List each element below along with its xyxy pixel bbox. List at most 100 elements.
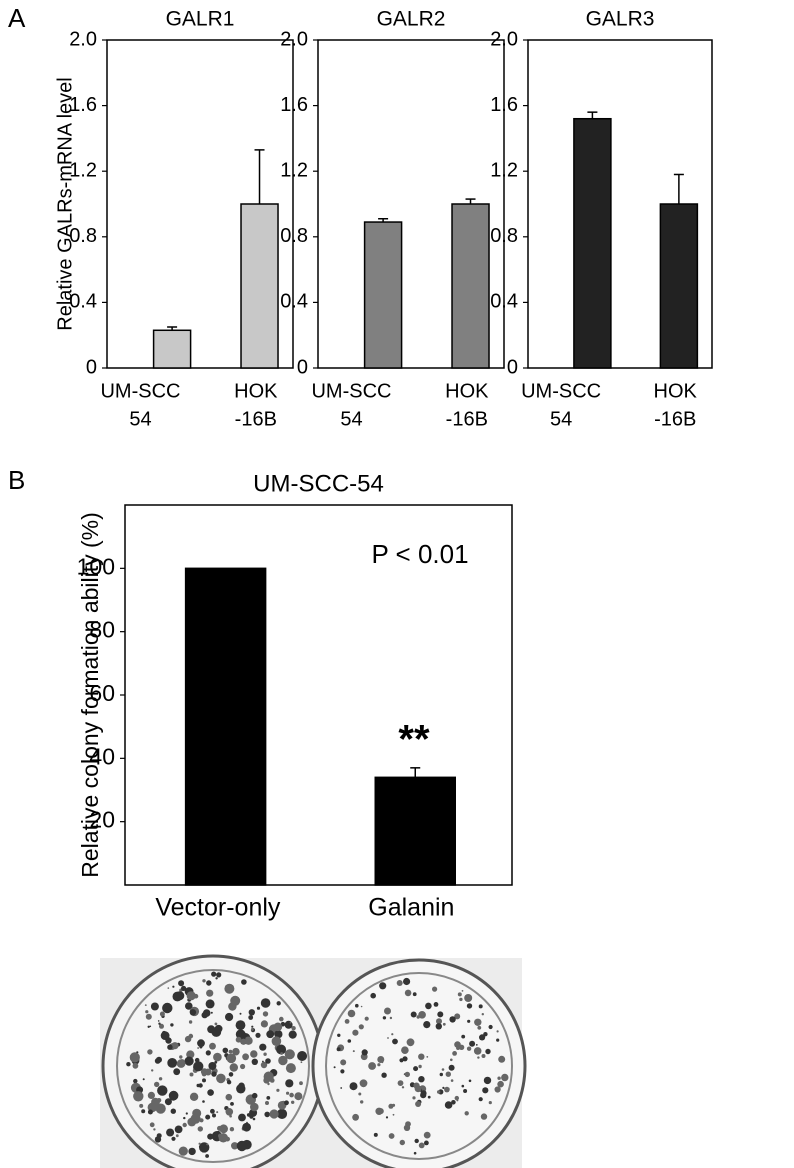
colony <box>158 1022 161 1025</box>
colony <box>279 1016 284 1022</box>
colony <box>406 1038 415 1047</box>
colony <box>171 1136 176 1141</box>
bar <box>573 117 612 369</box>
colony <box>154 1081 160 1088</box>
y-axis-label: Relative colony formation ability (%) <box>77 512 103 878</box>
x-tick-label: Vector-only <box>155 894 281 922</box>
bar <box>451 203 490 369</box>
bar <box>363 221 403 369</box>
colony <box>441 1068 445 1071</box>
colony <box>262 1060 264 1063</box>
y-axis-label: Relative GALRs-mRNA level <box>54 77 76 330</box>
colony <box>252 1117 256 1121</box>
colony <box>424 1140 429 1146</box>
colony <box>228 1049 233 1054</box>
colony <box>205 999 215 1009</box>
colony <box>454 1095 459 1101</box>
colony <box>240 1063 246 1070</box>
colony <box>284 1049 295 1060</box>
colony <box>269 1078 275 1083</box>
colony <box>450 1058 453 1062</box>
colony <box>452 1051 457 1056</box>
colony <box>336 1047 341 1052</box>
colony <box>167 987 170 989</box>
colony <box>179 1055 183 1059</box>
colony <box>377 1063 381 1067</box>
colony <box>427 1095 431 1099</box>
colony <box>202 1078 206 1083</box>
colony <box>149 1025 152 1028</box>
colony <box>260 1061 268 1069</box>
colony <box>178 980 185 987</box>
colony <box>205 1114 211 1120</box>
y-tick-label: 0.4 <box>280 291 308 313</box>
colony <box>466 1003 473 1009</box>
x-tick-label: Galanin <box>368 894 454 922</box>
colony <box>412 1096 416 1100</box>
colony <box>481 1013 484 1016</box>
colony <box>262 1011 269 1017</box>
colony <box>150 1002 159 1011</box>
colony <box>412 992 417 997</box>
colony <box>162 1002 173 1014</box>
colony <box>284 1100 289 1106</box>
colony <box>360 1100 364 1104</box>
colony <box>183 1116 186 1120</box>
colony <box>226 1053 237 1064</box>
colony <box>147 1091 155 1099</box>
colony <box>193 1061 204 1072</box>
colony <box>454 1013 461 1020</box>
colony <box>207 1133 214 1140</box>
colony <box>216 972 222 978</box>
colony <box>165 1037 172 1044</box>
colony <box>210 1011 213 1014</box>
colony <box>198 1083 203 1088</box>
colony <box>260 998 271 1008</box>
colony <box>423 1021 431 1029</box>
colony <box>435 1023 442 1030</box>
colony <box>447 1087 450 1091</box>
colony <box>226 1080 232 1085</box>
colony <box>437 1023 439 1026</box>
colony <box>418 1142 425 1149</box>
colony <box>278 1055 288 1066</box>
colony <box>461 990 464 992</box>
colony <box>479 1034 486 1041</box>
colony <box>170 1023 174 1027</box>
colony <box>156 1056 162 1063</box>
colony <box>404 989 412 997</box>
dish-rim <box>325 972 513 1160</box>
colony <box>494 1086 501 1093</box>
colony <box>235 1036 242 1043</box>
colony <box>229 987 234 993</box>
colony <box>274 1030 283 1039</box>
annotation: P < 0.01 <box>371 539 468 569</box>
colony <box>202 1009 211 1017</box>
chart-title: UM-SCC-54 <box>253 470 384 497</box>
colony <box>242 1053 250 1061</box>
colony <box>157 1085 168 1096</box>
colony <box>464 1111 469 1116</box>
colony <box>456 1046 460 1050</box>
colony <box>139 1103 144 1108</box>
colony <box>166 1128 175 1137</box>
colony <box>235 1020 246 1030</box>
y-tick-label: 1.6 <box>490 94 518 116</box>
colony <box>297 1051 308 1061</box>
colony <box>197 1039 205 1048</box>
colony <box>401 1046 409 1054</box>
colony <box>340 1069 345 1074</box>
colony <box>414 1138 419 1144</box>
colony <box>347 1009 356 1018</box>
colony <box>481 1054 486 1058</box>
colony <box>442 1086 445 1089</box>
y-tick-label: 20 <box>89 807 115 833</box>
y-tick-label: 100 <box>77 553 115 579</box>
colony <box>263 1052 267 1056</box>
annotation: ** <box>398 718 430 762</box>
colony <box>337 1033 341 1038</box>
colony <box>184 1056 194 1066</box>
colony <box>206 980 212 986</box>
colony <box>132 1062 139 1069</box>
colony <box>209 1042 216 1050</box>
